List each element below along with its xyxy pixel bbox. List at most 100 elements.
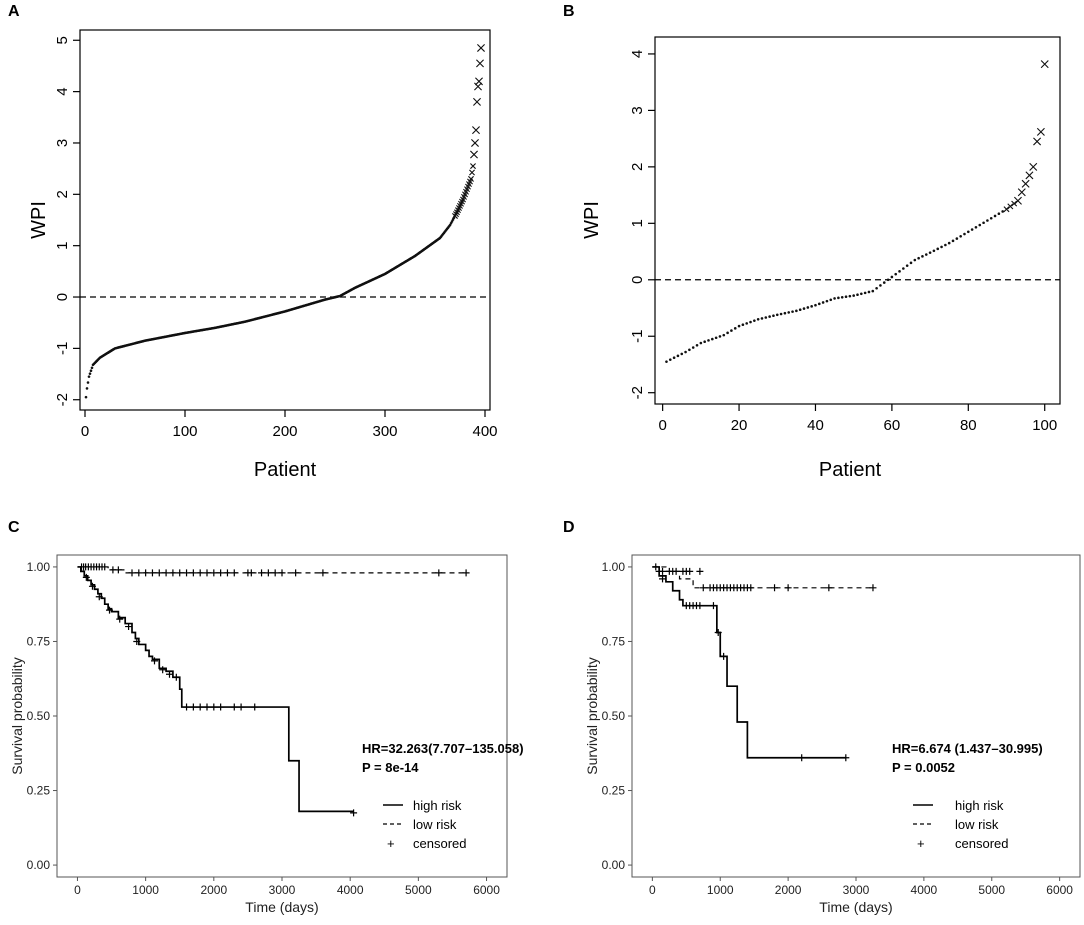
point <box>902 267 905 270</box>
y-ticks-d: 0.00 0.25 0.50 0.75 1.00 <box>602 560 632 872</box>
point <box>88 372 92 375</box>
y-tick-label: 0.50 <box>602 709 626 723</box>
x-tick-label: 60 <box>884 417 901 434</box>
point <box>718 335 722 338</box>
panel-d: D 0 1000 2000 3000 4000 5000 6000 0.00 0.25 0.50… <box>563 519 1081 915</box>
point <box>737 324 741 328</box>
y-tick-label: -2 <box>629 386 646 399</box>
censor-mark <box>162 569 170 577</box>
point <box>1003 206 1010 213</box>
km-curve-high-risk <box>652 566 846 759</box>
point <box>90 366 94 370</box>
point <box>764 316 768 319</box>
y-tick-label: 0.50 <box>27 709 51 723</box>
point <box>84 395 88 399</box>
km-curve-low-risk <box>652 566 873 589</box>
x-tick-label: 0 <box>649 883 656 897</box>
point <box>711 337 714 341</box>
point <box>665 360 668 363</box>
point <box>787 311 791 314</box>
censor-mark <box>798 754 806 762</box>
point <box>856 293 859 296</box>
censor-mark <box>652 563 660 571</box>
point <box>967 230 970 234</box>
y-axis-title-d: Survival probability <box>584 657 600 775</box>
censor-mark <box>696 602 704 610</box>
y-tick-label: 0.25 <box>27 784 51 798</box>
legend-label-high-c: high risk <box>413 798 462 813</box>
censor-mark <box>230 569 238 577</box>
point <box>993 214 997 218</box>
censor-mark <box>210 703 218 711</box>
point <box>469 169 475 176</box>
point <box>733 327 737 330</box>
censor-mark <box>278 569 286 577</box>
censor-mark <box>686 567 694 575</box>
point <box>695 343 699 347</box>
censor-mark <box>842 754 850 762</box>
censor-mark <box>203 569 211 577</box>
censor-mark <box>114 566 122 574</box>
censor-mark <box>196 569 204 577</box>
censor-mark <box>196 703 204 711</box>
censor-mark <box>95 593 103 601</box>
censor-mark <box>210 569 218 577</box>
x-ticks-d: 0 1000 2000 3000 4000 5000 6000 <box>649 877 1073 897</box>
point <box>986 219 989 222</box>
x-ticks-b: 0 20 40 60 80 100 <box>658 404 1057 434</box>
censor-mark <box>217 703 225 711</box>
censor-mark <box>659 575 667 583</box>
x-tick-label: 20 <box>731 417 748 434</box>
point <box>688 348 691 352</box>
censor-mark <box>223 569 231 577</box>
point <box>982 221 985 225</box>
censor-mark <box>166 670 173 678</box>
censor-mark <box>230 703 238 711</box>
x-tick-label: 4000 <box>911 883 938 897</box>
y-axis-title-a: WPI <box>28 201 50 239</box>
censor-mark <box>203 703 211 711</box>
point <box>1025 171 1034 180</box>
point <box>867 290 871 294</box>
point <box>775 313 779 317</box>
x-tick-label: 1000 <box>707 883 734 897</box>
point <box>936 247 940 251</box>
point <box>791 310 794 313</box>
point <box>473 97 481 106</box>
panel-label-a: A <box>8 3 20 20</box>
y-tick-label: -2 <box>54 393 71 406</box>
censor-mark <box>82 573 90 581</box>
x-ticks-a: 0 100 200 300 400 <box>81 410 498 440</box>
point <box>951 239 955 243</box>
censor-mark <box>176 569 184 577</box>
point <box>806 306 810 309</box>
x-tick-label: 400 <box>472 423 497 440</box>
point <box>722 333 726 337</box>
point <box>470 150 478 159</box>
panel-label-d: D <box>563 519 575 536</box>
point <box>963 232 966 236</box>
censor-mark <box>148 569 156 577</box>
point <box>703 340 706 344</box>
y-ticks-a: -2 -1 0 1 2 3 4 5 <box>54 36 80 406</box>
panel-a: A 0 100 200 300 400 -2 -1 0 1 2 3 4 5 Patient WPI <box>8 3 498 481</box>
point <box>810 305 813 308</box>
point <box>749 320 752 324</box>
point <box>1033 137 1042 146</box>
point <box>760 317 764 320</box>
point <box>798 308 802 312</box>
legend-label-low-d: low risk <box>955 817 999 832</box>
x-tick-label: 2000 <box>200 883 227 897</box>
point <box>928 251 932 254</box>
point <box>756 318 760 321</box>
censor-mark <box>784 584 792 592</box>
point <box>795 309 798 313</box>
point <box>772 314 775 317</box>
point <box>699 341 703 345</box>
point <box>959 235 962 238</box>
point <box>909 261 913 265</box>
plot-frame-b <box>654 36 1061 405</box>
hr-annotation-d: HR=6.674 (1.437–30.995) <box>892 741 1043 756</box>
censor-mark <box>125 623 133 631</box>
